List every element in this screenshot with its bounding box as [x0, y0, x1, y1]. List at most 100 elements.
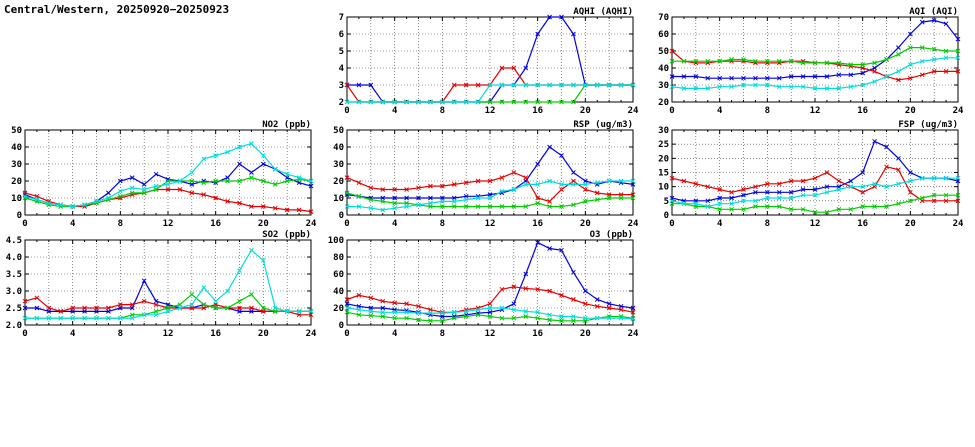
x-tick-label: 0 [344, 329, 349, 339]
chart-title: AQI (AQI) [909, 7, 958, 17]
x-tick-label: 24 [953, 106, 964, 116]
x-tick-label: 0 [344, 219, 349, 229]
y-tick-label: 100 [328, 236, 344, 246]
chart-title: FSP (ug/m3) [898, 120, 958, 130]
y-tick-label: 40 [11, 143, 22, 153]
y-tick-label: 5 [339, 47, 344, 57]
x-tick-label: 0 [669, 106, 674, 116]
chart-title: RSP (ug/m3) [573, 120, 633, 130]
y-tick-label: 3.5 [6, 270, 22, 280]
x-tick-label: 8 [118, 329, 123, 339]
y-tick-label: 15 [658, 169, 669, 179]
x-tick-label: 12 [810, 219, 821, 229]
chart-so2: 0 4 8 12 16 20 24 2.0 2.5 3.0 3.5 4.0 4.5 SO2 (ppb) [1, 230, 317, 343]
y-tick-label: 0 [664, 211, 669, 221]
y-tick-label: 10 [333, 194, 344, 204]
y-tick-label: 80 [333, 253, 344, 263]
x-tick-label: 12 [810, 106, 821, 116]
series-markers-cyan [22, 247, 314, 321]
x-tick-label: 16 [210, 329, 221, 339]
x-tick-label: 20 [258, 329, 269, 339]
y-tick-label: 2 [339, 98, 344, 108]
y-tick-label: 3.0 [6, 287, 22, 297]
series-markers-blue [344, 240, 636, 319]
y-tick-label: 40 [333, 143, 344, 153]
chart-no2: 0 4 8 12 16 20 24 0 10 20 30 40 50 NO2 (ppb) [1, 120, 317, 233]
x-tick-label: 8 [765, 219, 770, 229]
y-tick-label: 0 [17, 211, 22, 221]
x-tick-label: 20 [258, 219, 269, 229]
series-markers-green [344, 190, 636, 209]
y-tick-label: 20 [658, 154, 669, 164]
chart-o3: 0 4 8 12 16 20 24 0 20 40 60 80 100 O3 (ppb) [323, 230, 639, 343]
y-tick-label: 2.0 [6, 321, 22, 331]
series-markers-cyan [22, 141, 314, 209]
chart-canvas: 0 4 8 12 16 20 24 20 30 40 50 60 70 AQI (AQI) [658, 7, 964, 116]
x-tick-label: 4 [392, 329, 398, 339]
chart-title: O3 (ppb) [590, 230, 633, 240]
x-tick-label: 0 [344, 106, 349, 116]
y-tick-label: 10 [11, 194, 22, 204]
series-markers-red [669, 164, 961, 204]
x-tick-label: 12 [163, 219, 174, 229]
x-tick-label: 12 [485, 106, 496, 116]
chart-aqi: 0 4 8 12 16 20 24 20 30 40 50 60 70 AQI (AQI) [648, 7, 964, 120]
y-tick-label: 50 [333, 126, 344, 136]
y-tick-label: 40 [333, 287, 344, 297]
x-tick-label: 8 [440, 106, 445, 116]
x-tick-label: 8 [440, 219, 445, 229]
y-tick-label: 30 [658, 81, 669, 91]
x-tick-label: 24 [953, 219, 964, 229]
series-markers-green [669, 45, 961, 67]
y-tick-label: 2.5 [6, 304, 22, 314]
x-tick-label: 20 [580, 106, 591, 116]
chart-fsp: 0 4 8 12 16 20 24 0 5 10 15 20 25 30 FSP (ug/m3) [648, 120, 964, 233]
x-tick-label: 4 [717, 219, 723, 229]
series-line-green [672, 194, 958, 213]
chart-title: SO2 (ppb) [262, 230, 311, 240]
series-markers-red [22, 187, 314, 214]
x-tick-label: 20 [905, 106, 916, 116]
series-markers-cyan [669, 55, 961, 91]
series-markers-cyan [344, 82, 636, 105]
y-tick-label: 40 [658, 64, 669, 74]
y-tick-label: 60 [658, 30, 669, 40]
series-markers-green [669, 192, 961, 215]
y-tick-label: 70 [658, 13, 669, 23]
chart-canvas: 0 4 8 12 16 20 24 0 20 40 60 80 100 O3 (ppb) [328, 230, 639, 339]
series-markers-cyan [669, 175, 961, 209]
x-tick-label: 20 [905, 219, 916, 229]
chart-canvas: 0 4 8 12 16 20 24 0 10 20 30 40 50 RSP (ug/m3) [333, 120, 639, 229]
chart-canvas: 0 4 8 12 16 20 24 0 5 10 15 20 25 30 FSP (ug/m3) [658, 120, 964, 229]
x-tick-label: 24 [628, 219, 639, 229]
x-tick-label: 4 [392, 106, 398, 116]
y-tick-label: 60 [333, 270, 344, 280]
series-markers-cyan [344, 178, 636, 213]
chart-canvas: 0 4 8 12 16 20 24 2.0 2.5 3.0 3.5 4.0 4.5 SO2 (ppb) [6, 230, 317, 339]
x-tick-label: 4 [70, 219, 76, 229]
x-tick-label: 16 [210, 219, 221, 229]
y-tick-label: 4.0 [6, 253, 22, 263]
x-tick-label: 24 [306, 219, 317, 229]
y-tick-label: 0 [339, 211, 344, 221]
chart-canvas: 0 4 8 12 16 20 24 0 10 20 30 40 50 NO2 (ppb) [11, 120, 317, 229]
chart-aqhi: 0 4 8 12 16 20 24 2 3 4 5 6 7 AQHI (AQHI) [323, 7, 639, 120]
x-tick-label: 16 [532, 329, 543, 339]
x-tick-label: 12 [485, 329, 496, 339]
y-tick-label: 3 [339, 81, 344, 91]
y-tick-label: 30 [11, 160, 22, 170]
x-tick-label: 16 [532, 106, 543, 116]
series-markers-red [344, 170, 636, 204]
x-tick-label: 20 [580, 329, 591, 339]
series-markers-blue [22, 161, 314, 209]
series-markers-cyan [344, 305, 636, 322]
y-tick-label: 50 [658, 47, 669, 57]
x-tick-label: 0 [22, 329, 27, 339]
y-tick-label: 10 [658, 183, 669, 193]
x-tick-label: 4 [70, 329, 76, 339]
x-tick-label: 8 [765, 106, 770, 116]
y-tick-label: 20 [658, 98, 669, 108]
x-tick-label: 0 [22, 219, 27, 229]
y-tick-label: 30 [658, 126, 669, 136]
chart-title: AQHI (AQHI) [573, 7, 633, 17]
